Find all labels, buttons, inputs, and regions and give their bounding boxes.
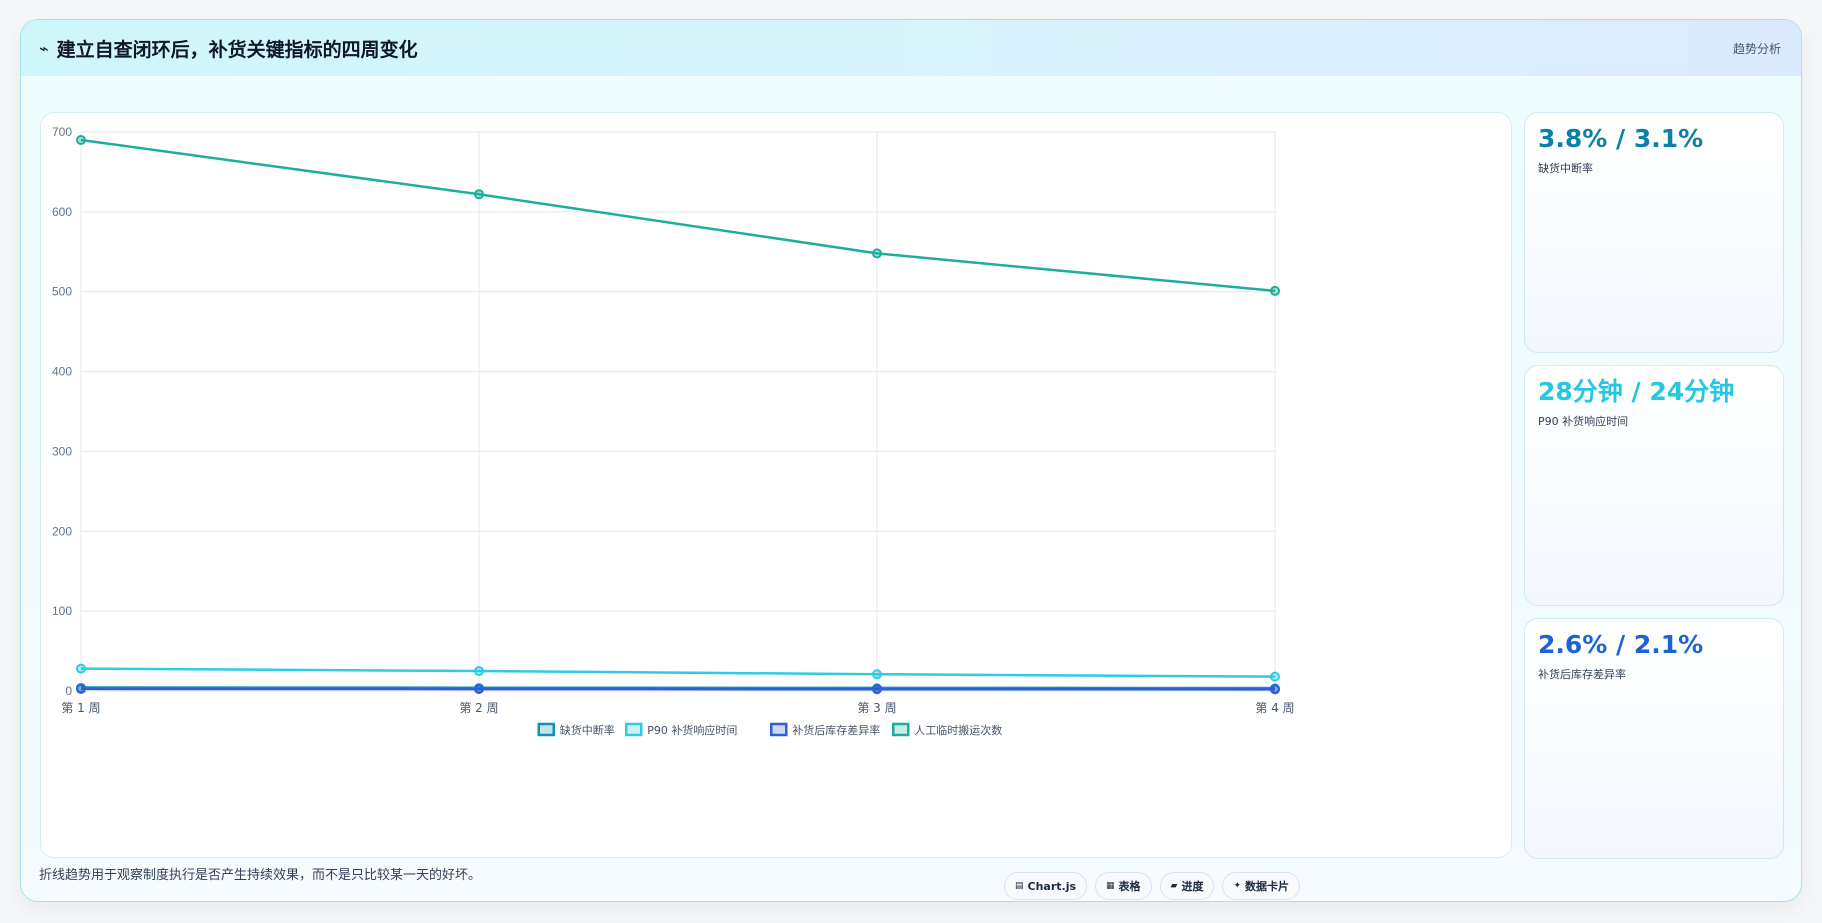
tag-label: 进度 bbox=[1181, 880, 1204, 893]
tag-label: 表格 bbox=[1118, 880, 1141, 893]
data-point bbox=[474, 666, 484, 677]
kpi-label: P90 补货响应时间 bbox=[1538, 415, 1629, 428]
footnote: 折线趋势用于观察制度执行是否产生持续效果，而不是只比较某一天的好坏。 bbox=[39, 868, 482, 883]
data-point bbox=[76, 663, 86, 674]
data-point bbox=[872, 248, 882, 259]
legend-swatch bbox=[892, 722, 910, 737]
y-tick-label: 400 bbox=[52, 365, 72, 379]
chart-icon: ▤ bbox=[1015, 881, 1024, 891]
chart-panel: 0 100 200 300 400 500 600 700 第 1 周 第 2 周 第 3 周 第 4… bbox=[40, 112, 1512, 858]
legend-label: 补货后库存差异率 bbox=[792, 723, 880, 737]
table-icon: ▦ bbox=[1106, 881, 1115, 891]
data-point bbox=[76, 134, 86, 145]
legend-swatch bbox=[770, 722, 788, 737]
tag-list: ▤ Chart.js ▦ 表格 ▰ 进度 ✦ 数据卡片 bbox=[1004, 872, 1301, 900]
data-point bbox=[872, 669, 882, 680]
tag-data-card[interactable]: ✦ 数据卡片 bbox=[1222, 872, 1301, 900]
data-point bbox=[474, 189, 484, 200]
tag-progress[interactable]: ▰ 进度 bbox=[1159, 872, 1215, 900]
legend-swatch bbox=[625, 722, 643, 737]
data-point bbox=[1270, 285, 1280, 296]
tag-label: Chart.js bbox=[1027, 879, 1077, 893]
y-tick-label: 700 bbox=[52, 125, 72, 139]
kpi-card-stockout: 3.8% / 3.1% 缺货中断率 bbox=[1524, 112, 1784, 353]
kpi-label: 缺货中断率 bbox=[1538, 162, 1593, 175]
y-tick-label: 500 bbox=[52, 285, 72, 299]
x-tick-label: 第 2 周 bbox=[459, 701, 498, 715]
y-tick-label: 200 bbox=[52, 524, 72, 538]
card-body: 0 100 200 300 400 500 600 700 第 1 周 第 2 周 第 3 周 第 4… bbox=[21, 76, 1801, 901]
trend-icon: ⌁ bbox=[39, 38, 49, 58]
tag-table[interactable]: ▦ 表格 bbox=[1095, 872, 1152, 900]
legend-label: 人工临时搬运次数 bbox=[914, 723, 1002, 737]
y-tick-label: 300 bbox=[52, 444, 72, 458]
tag-label: 数据卡片 bbox=[1245, 880, 1290, 893]
y-tick-label: 0 bbox=[65, 684, 72, 698]
data-point bbox=[1270, 671, 1280, 682]
dashboard-card: ⌁ 建立自查闭环后，补货关键指标的四周变化 趋势分析 0 100 200 300 400… bbox=[20, 19, 1802, 902]
kpi-value: 3.8% / 3.1% bbox=[1538, 124, 1704, 153]
legend-label: 缺货中断率 bbox=[560, 723, 615, 737]
header-tag: 趋势分析 bbox=[1732, 41, 1781, 56]
kpi-card-response-time: 28分钟 / 24分钟 P90 补货响应时间 bbox=[1524, 365, 1784, 606]
y-tick-label: 600 bbox=[52, 205, 72, 219]
x-tick-label: 第 3 周 bbox=[857, 701, 896, 715]
tag-chartjs[interactable]: ▤ Chart.js bbox=[1004, 872, 1088, 900]
legend-swatch bbox=[537, 722, 555, 737]
x-tick-label: 第 4 周 bbox=[1255, 701, 1294, 715]
x-tick-label: 第 1 周 bbox=[61, 701, 100, 715]
series-line bbox=[80, 138, 1276, 293]
legend-label: P90 补货响应时间 bbox=[647, 723, 737, 737]
page-title: 建立自查闭环后，补货关键指标的四周变化 bbox=[56, 38, 418, 61]
y-tick-label: 100 bbox=[52, 604, 72, 618]
data-point bbox=[1270, 684, 1280, 695]
kpi-label: 补货后库存差异率 bbox=[1538, 668, 1626, 681]
kpi-value: 2.6% / 2.1% bbox=[1538, 630, 1704, 659]
card-header: ⌁ 建立自查闭环后，补货关键指标的四周变化 趋势分析 bbox=[21, 20, 1801, 76]
card-icon: ✦ bbox=[1233, 881, 1242, 891]
line-chart: 0 100 200 300 400 500 600 700 第 1 周 第 2 周 第 3 周 第 4… bbox=[52, 125, 1295, 737]
data-point bbox=[474, 684, 484, 695]
data-point bbox=[76, 683, 86, 694]
kpi-card-inventory-diff: 2.6% / 2.1% 补货后库存差异率 bbox=[1524, 618, 1784, 859]
series-line bbox=[80, 667, 1276, 678]
kpi-value: 28分钟 / 24分钟 bbox=[1538, 377, 1735, 406]
progress-icon: ▰ bbox=[1170, 881, 1178, 891]
data-point bbox=[872, 684, 882, 695]
